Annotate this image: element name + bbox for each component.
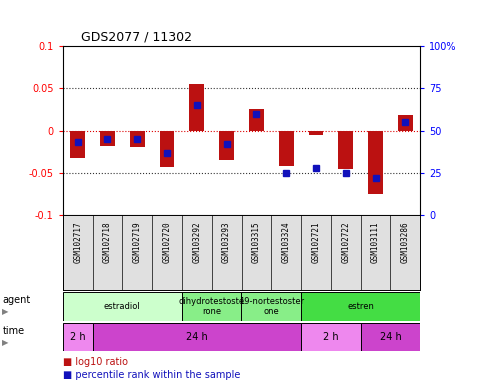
- Text: GSM102718: GSM102718: [103, 221, 112, 263]
- Text: agent: agent: [2, 295, 30, 306]
- Text: dihydrotestoste
rone: dihydrotestoste rone: [179, 296, 245, 316]
- Bar: [63, 292, 182, 321]
- Bar: [309, 131, 324, 135]
- Bar: [63, 323, 93, 351]
- Text: estren: estren: [347, 302, 374, 311]
- Text: ▶: ▶: [2, 308, 9, 316]
- Text: ■ log10 ratio: ■ log10 ratio: [63, 357, 128, 367]
- Text: GSM102717: GSM102717: [73, 221, 82, 263]
- Text: ▶: ▶: [2, 338, 9, 347]
- Text: 19-nortestoster
one: 19-nortestoster one: [239, 296, 304, 316]
- Bar: [301, 292, 420, 321]
- Text: 2 h: 2 h: [323, 332, 339, 342]
- Bar: [182, 292, 242, 321]
- Bar: [249, 109, 264, 131]
- Bar: [398, 115, 413, 131]
- Bar: [338, 131, 353, 169]
- Text: GSM102721: GSM102721: [312, 221, 320, 263]
- Bar: [242, 292, 301, 321]
- Text: GSM103293: GSM103293: [222, 221, 231, 263]
- Bar: [100, 131, 115, 146]
- Bar: [279, 131, 294, 166]
- Text: 24 h: 24 h: [380, 332, 401, 342]
- Text: GDS2077 / 11302: GDS2077 / 11302: [81, 30, 192, 43]
- Bar: [189, 84, 204, 131]
- Text: GSM102720: GSM102720: [163, 221, 171, 263]
- Text: GSM103292: GSM103292: [192, 221, 201, 263]
- Text: GSM103315: GSM103315: [252, 221, 261, 263]
- Bar: [130, 131, 145, 147]
- Text: GSM103111: GSM103111: [371, 221, 380, 263]
- Bar: [219, 131, 234, 160]
- Bar: [301, 323, 361, 351]
- Bar: [368, 131, 383, 194]
- Bar: [361, 323, 420, 351]
- Bar: [70, 131, 85, 159]
- Bar: [93, 323, 301, 351]
- Text: GSM103324: GSM103324: [282, 221, 291, 263]
- Text: 2 h: 2 h: [70, 332, 85, 342]
- Text: time: time: [2, 326, 25, 336]
- Text: ■ percentile rank within the sample: ■ percentile rank within the sample: [63, 370, 240, 380]
- Text: estradiol: estradiol: [104, 302, 141, 311]
- Bar: [159, 131, 174, 167]
- Text: 24 h: 24 h: [186, 332, 208, 342]
- Text: GSM103286: GSM103286: [401, 221, 410, 263]
- Text: GSM102722: GSM102722: [341, 221, 350, 263]
- Text: GSM102719: GSM102719: [133, 221, 142, 263]
